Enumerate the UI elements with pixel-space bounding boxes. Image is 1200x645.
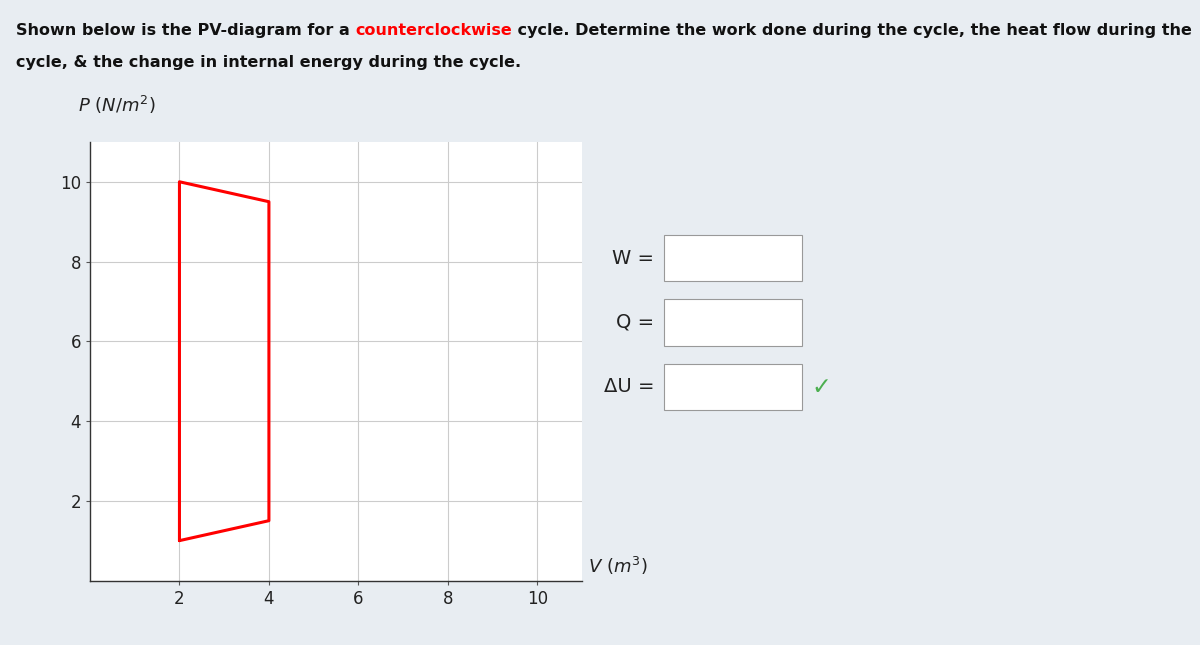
Text: ✓: ✓: [811, 375, 830, 399]
Text: $P\ (N/m^2)$: $P\ (N/m^2)$: [78, 94, 156, 116]
Text: counterclockwise: counterclockwise: [355, 23, 511, 37]
Text: cycle. Determine the work done during the cycle, the heat flow during the: cycle. Determine the work done during th…: [511, 23, 1192, 37]
Text: Shown below is the PV-diagram for a: Shown below is the PV-diagram for a: [16, 23, 355, 37]
Text: $V\ (m^3)$: $V\ (m^3)$: [588, 555, 648, 577]
Text: ΔU =: ΔU =: [604, 377, 654, 397]
Text: W =: W =: [612, 248, 654, 268]
Text: cycle, & the change in internal energy during the cycle.: cycle, & the change in internal energy d…: [16, 55, 521, 70]
Text: Q =: Q =: [616, 313, 654, 332]
